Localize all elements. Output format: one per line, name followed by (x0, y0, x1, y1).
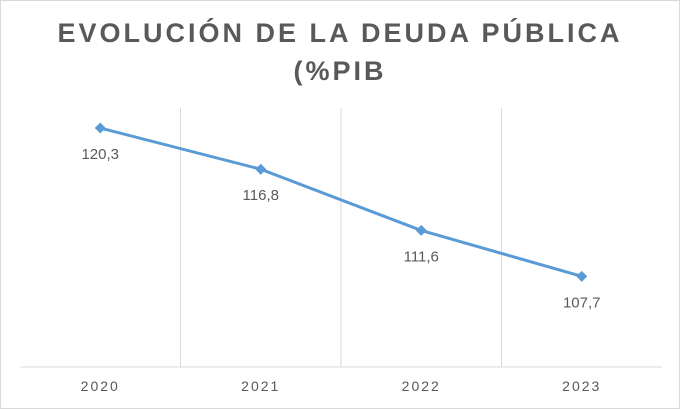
series-line (98, 126, 584, 278)
data-label: 116,8 (243, 187, 279, 204)
chart-title: EVOLUCIÓN DE LA DEUDA PÚBLICA (%PIB (0, 14, 680, 90)
data-label: 107,7 (563, 294, 601, 311)
x-tick-label: 2022 (402, 378, 441, 394)
x-tick-label: 2020 (81, 378, 120, 394)
data-point-marker (415, 224, 427, 236)
data-point-marker (94, 122, 106, 134)
data-label: 111,6 (404, 248, 439, 265)
data-label: 120,3 (81, 146, 119, 163)
data-point-marker (255, 163, 267, 175)
chart-title-line-1: EVOLUCIÓN DE LA DEUDA PÚBLICA (57, 18, 623, 48)
x-tick-label: 2023 (562, 378, 601, 394)
data-point-marker (576, 270, 588, 282)
chart-title-line-2: (%PIB (293, 56, 387, 86)
x-tick-label: 2021 (241, 378, 280, 394)
